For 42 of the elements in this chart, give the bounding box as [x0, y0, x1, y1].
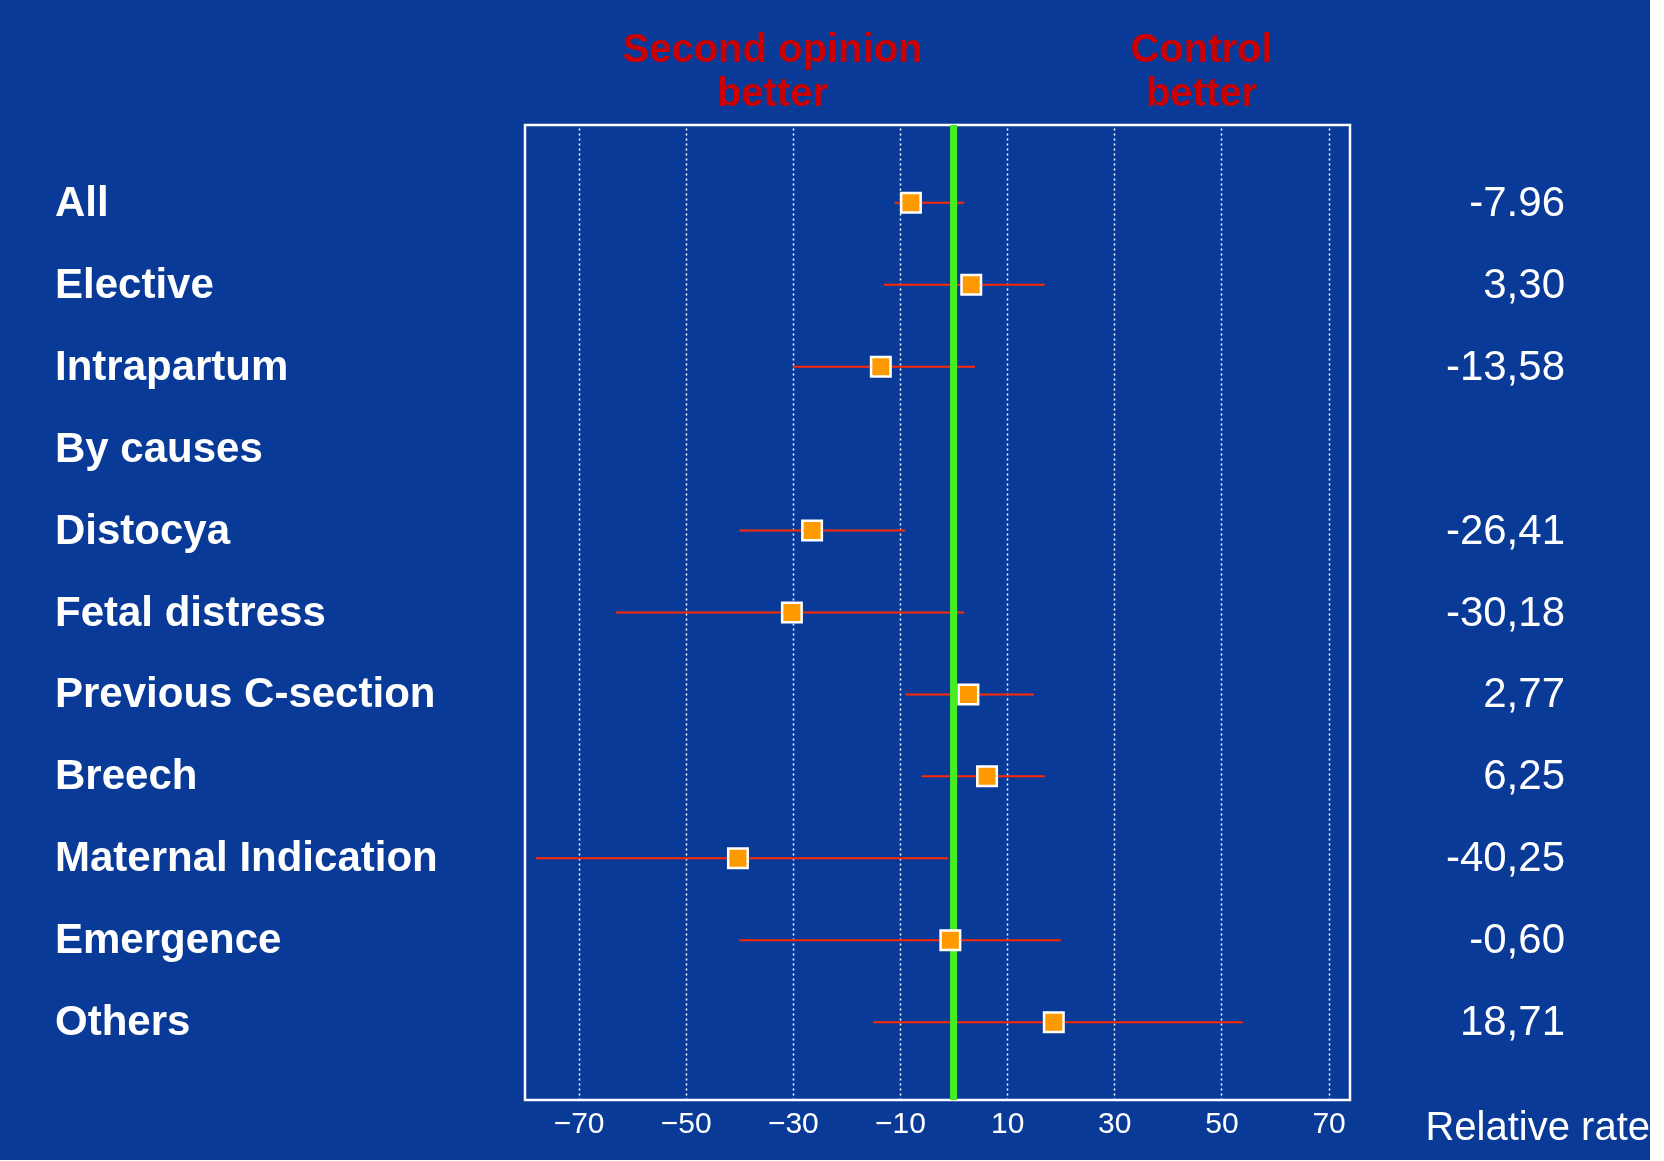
- point: [780, 601, 803, 624]
- point: [957, 683, 980, 706]
- y-tick-label: By causes: [55, 423, 263, 471]
- y-tick-label: Emergence: [55, 915, 282, 963]
- data-label: -7.96: [1469, 177, 1565, 225]
- point: [899, 191, 922, 214]
- point: [801, 519, 824, 542]
- data-label: -30,18: [1445, 587, 1565, 635]
- point: [939, 929, 962, 952]
- point: [976, 765, 999, 788]
- text: Control better: [1130, 26, 1273, 114]
- data-label: -0,60: [1469, 915, 1565, 963]
- x-tick-label: 30: [1098, 1105, 1132, 1139]
- y-tick-label: Maternal Indication: [55, 833, 438, 881]
- data-label: -13,58: [1445, 341, 1565, 389]
- data-label: 6,25: [1483, 751, 1565, 799]
- data-label: 3,30: [1483, 259, 1565, 307]
- point: [960, 273, 983, 296]
- y-tick-label: Intrapartum: [55, 341, 289, 389]
- x-tick-label: 70: [1312, 1105, 1346, 1139]
- text: Relative rate: [1425, 1104, 1650, 1148]
- x-tick-label: −30: [767, 1105, 819, 1139]
- y-tick-label: Others: [55, 997, 191, 1045]
- x-tick-label: 10: [990, 1105, 1025, 1139]
- y-tick-label: Previous C-section: [55, 669, 436, 717]
- x-tick-label: 50: [1205, 1105, 1239, 1139]
- point: [1042, 1011, 1065, 1034]
- data-label: -40,25: [1445, 833, 1565, 881]
- x-tick-label: −70: [553, 1105, 605, 1139]
- y-tick-label: Breech: [55, 751, 198, 799]
- y-tick-label: Elective: [55, 259, 214, 307]
- text: Second opinion better: [622, 26, 923, 114]
- y-tick-label: Fetal distress: [55, 587, 326, 635]
- data-label: 2,77: [1483, 669, 1565, 717]
- y-tick-label: All: [55, 177, 109, 225]
- data-label: -26,41: [1445, 505, 1565, 553]
- x-tick-label: −50: [660, 1105, 712, 1139]
- point: [726, 847, 749, 870]
- data-label: 18,71: [1459, 997, 1565, 1045]
- point: [869, 355, 892, 378]
- y-tick-label: Distocya: [55, 505, 231, 553]
- x-tick-label: −10: [875, 1105, 926, 1139]
